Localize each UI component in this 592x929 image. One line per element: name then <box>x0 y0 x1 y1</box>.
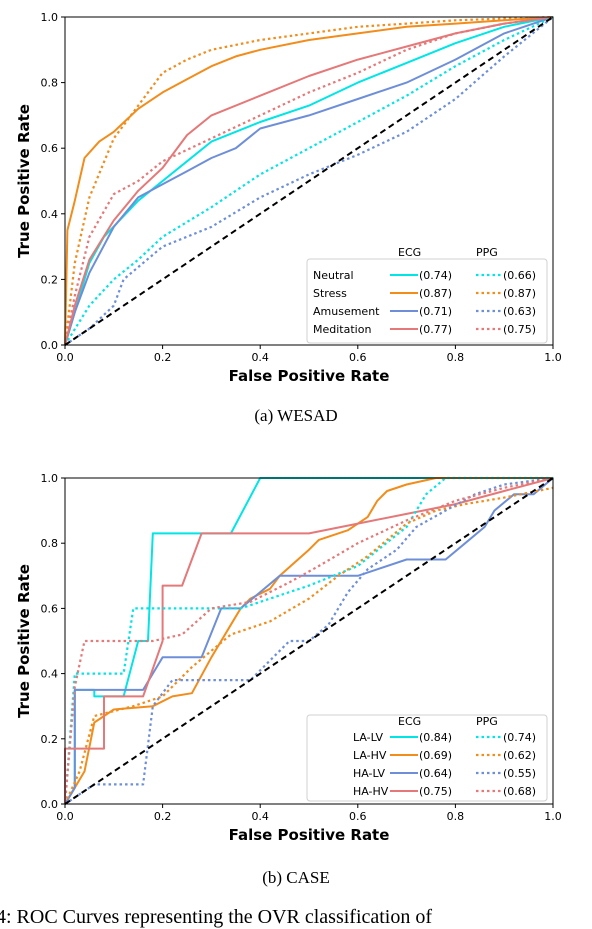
legend-ppg-auc: (0.68) <box>503 785 536 798</box>
legend-label: Neutral <box>313 269 354 282</box>
legend-header-ecg: ECG <box>398 715 421 728</box>
legend-ppg-auc: (0.62) <box>503 749 536 762</box>
legend-box <box>306 258 548 344</box>
caption-a: (a) WESAD <box>254 406 338 425</box>
legend-ecg-auc: (0.87) <box>419 287 452 300</box>
roc-line-ppg-ha-lv <box>64 476 554 805</box>
legend-header-ecg: ECG <box>398 246 421 259</box>
roc-line-ecg-meditation <box>64 16 554 346</box>
x-tick-label: 0.2 <box>154 351 172 364</box>
plot-frame <box>64 16 554 346</box>
roc-line-ppg-meditation <box>63 15 554 346</box>
legend-label: Meditation <box>313 323 371 336</box>
legend-ecg-auc: (0.69) <box>419 749 452 762</box>
y-tick-label: 0.8 <box>41 77 59 90</box>
x-tick-label: 0.0 <box>56 810 74 823</box>
legend-ppg-auc: (0.74) <box>503 731 536 744</box>
y-tick-label: 0.6 <box>41 142 59 155</box>
legend-ecg-auc: (0.74) <box>419 269 452 282</box>
legend-label: HA-LV <box>353 767 385 780</box>
roc-line-ecg-neutral <box>64 16 554 346</box>
legend-label: LA-LV <box>353 731 384 744</box>
legend-label: Amusement <box>313 305 380 318</box>
x-tick-label: 1.0 <box>544 810 562 823</box>
x-tick-label: 1.0 <box>544 351 562 364</box>
legend-ppg-auc: (0.63) <box>503 305 536 318</box>
figure-caption-text: 4: ROC Curves representing the OVR class… <box>0 906 433 928</box>
x-tick-label: 0.2 <box>154 810 172 823</box>
legend-label: LA-HV <box>353 749 387 762</box>
legend-label: Stress <box>313 287 347 300</box>
roc-line-ppg-neutral <box>64 16 554 346</box>
legend-ecg-auc: (0.75) <box>419 785 452 798</box>
roc-line-ecg-ha-hv <box>64 477 554 804</box>
roc-line-ppg-ha-hv <box>63 476 554 805</box>
y-tick-label: 0.4 <box>41 668 59 681</box>
x-tick-label: 0.4 <box>251 810 269 823</box>
y-tick-label: 0.8 <box>41 537 59 550</box>
legend-header-ppg: PPG <box>476 246 498 259</box>
roc-line-ecg-ha-lv <box>64 477 554 805</box>
roc-line-ppg-stress <box>63 15 554 346</box>
x-tick-label: 0.6 <box>349 351 367 364</box>
roc-line-ecg-amusement <box>64 16 554 346</box>
y-axis-label: True Positive Rate <box>15 104 33 258</box>
roc-line-chance- <box>64 16 554 346</box>
y-tick-label: 0.2 <box>41 273 59 286</box>
y-tick-label: 1.0 <box>41 472 59 485</box>
legend-ppg-auc: (0.75) <box>503 323 536 336</box>
x-axis-label: False Positive Rate <box>229 367 390 385</box>
x-tick-label: 0.8 <box>447 351 465 364</box>
legend: ECG PPG LA-LV (0.84) (0.74) LA-HV (0.69) (0.62)… <box>306 714 548 802</box>
y-tick-label: 0.6 <box>41 602 59 615</box>
y-tick-label: 0.0 <box>41 339 59 352</box>
legend: ECG PPG Neutral (0.74) (0.66) Stress (0.87) (0.… <box>306 246 548 344</box>
roc-line-ecg-stress <box>64 16 554 346</box>
x-tick-label: 0.4 <box>251 351 269 364</box>
roc-line-chance- <box>64 477 554 805</box>
roc-line-ppg-la-lv <box>63 476 553 805</box>
plot-frame <box>64 477 554 805</box>
legend-label: HA-HV <box>353 785 389 798</box>
roc-line-ppg-amusement <box>64 16 554 346</box>
y-tick-label: 1.0 <box>41 11 59 24</box>
legend-ecg-auc: (0.77) <box>419 323 452 336</box>
x-tick-label: 0.8 <box>447 810 465 823</box>
legend-ecg-auc: (0.64) <box>419 767 452 780</box>
legend-ppg-auc: (0.55) <box>503 767 536 780</box>
chart-0: 0.0 0.2 0.4 0.6 0.8 1.0 0.0 0.2 0.4 0.6 0.8 1.0 Fals… <box>15 11 562 385</box>
legend-header-ppg: PPG <box>476 715 498 728</box>
x-tick-label: 0.0 <box>56 351 74 364</box>
y-axis-label: True Positive Rate <box>15 564 33 718</box>
legend-ppg-auc: (0.66) <box>503 269 536 282</box>
y-tick-label: 0.2 <box>41 733 59 746</box>
chart-1: 0.0 0.2 0.4 0.6 0.8 1.0 0.0 0.2 0.4 0.6 0.8 1.0 Fals… <box>15 472 562 844</box>
x-tick-label: 0.6 <box>349 810 367 823</box>
x-axis-label: False Positive Rate <box>229 826 390 844</box>
y-tick-label: 0.4 <box>41 208 59 221</box>
caption-b: (b) CASE <box>262 868 330 887</box>
legend-ecg-auc: (0.84) <box>419 731 452 744</box>
legend-ppg-auc: (0.87) <box>503 287 536 300</box>
y-tick-label: 0.0 <box>41 798 59 811</box>
legend-ecg-auc: (0.71) <box>419 305 452 318</box>
